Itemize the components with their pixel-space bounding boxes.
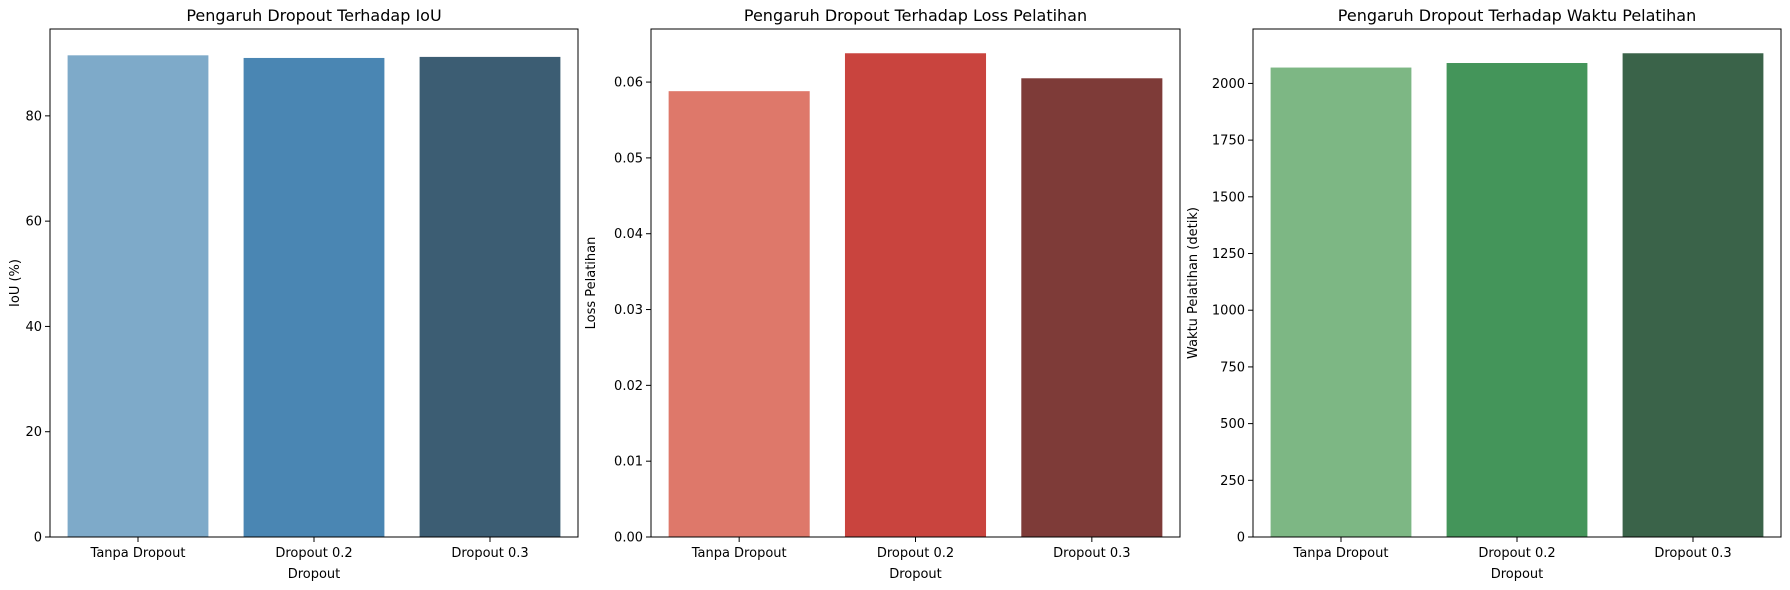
x-tick-label: Tanpa Dropout (90, 546, 186, 561)
chart-panel-3: 0 250 500 750 1000 1250 1500 1750 2000 Tanpa Drop… (1186, 6, 1782, 582)
x-tick-label: Dropout 0.2 (877, 546, 954, 561)
y-axis-label: Waktu Pelatihan (detik) (1186, 207, 1201, 359)
x-tick-label: Dropout 0.3 (1053, 546, 1130, 561)
x-axis-label: Dropout (1491, 567, 1544, 582)
y-axis-label: IoU (%) (8, 259, 23, 307)
y-tick-label: 40 (25, 320, 42, 335)
bar-3 (419, 56, 561, 538)
bar-2 (1446, 63, 1588, 538)
x-tick-label: Dropout 0.3 (451, 546, 528, 561)
chart-title: Pengaruh Dropout Terhadap IoU (186, 6, 441, 25)
y-tick-label: 1000 (1212, 304, 1245, 319)
y-tick-label: 1750 (1212, 134, 1245, 149)
bar-3 (1622, 53, 1764, 537)
y-tick-label: 1500 (1212, 190, 1245, 205)
y-tick-label: 60 (25, 215, 42, 230)
bar-3 (1021, 78, 1163, 538)
bar-1 (67, 55, 209, 538)
chart-title: Pengaruh Dropout Terhadap Waktu Pelatiha… (1338, 6, 1696, 25)
y-tick-label: 1250 (1212, 247, 1245, 262)
y-tick-label: 0 (34, 531, 42, 546)
x-axis-label: Dropout (889, 567, 942, 582)
y-tick-label: 0.04 (614, 227, 643, 242)
y-tick-label: 0 (1237, 531, 1245, 546)
x-tick-label: Dropout 0.2 (1478, 546, 1555, 561)
y-tick-label: 750 (1220, 360, 1245, 375)
y-tick-label: 0.06 (614, 76, 643, 91)
x-axis-label: Dropout (288, 567, 341, 582)
y-tick-label: 0.03 (614, 303, 643, 318)
y-tick-label: 250 (1220, 474, 1245, 489)
bar-2 (243, 57, 385, 537)
y-axis-label: Loss Pelatihan (584, 237, 599, 330)
y-tick-label: 500 (1220, 417, 1245, 432)
y-tick-label: 2000 (1212, 77, 1245, 92)
x-tick-label: Dropout 0.3 (1654, 546, 1731, 561)
y-tick-label: 20 (25, 425, 42, 440)
y-tick-label: 0.05 (614, 151, 643, 166)
x-tick-label: Tanpa Dropout (1293, 546, 1389, 561)
y-tick-label: 0.00 (614, 531, 643, 546)
y-tick-label: 0.01 (614, 455, 643, 470)
y-tick-label: 0.02 (614, 379, 643, 394)
chart-panel-2: 0.00 0.01 0.02 0.03 0.04 0.05 0.06 Tanpa Dropou… (584, 6, 1181, 582)
chart-panel-1: 0 20 40 60 80 Tanpa Dropout Dropout 0.2 Dropout… (8, 6, 579, 582)
bar-1 (668, 91, 810, 538)
bar-2 (844, 53, 987, 537)
bar-1 (1270, 67, 1412, 537)
chart-title: Pengaruh Dropout Terhadap Loss Pelatihan (744, 6, 1087, 25)
x-tick-label: Tanpa Dropout (691, 546, 787, 561)
x-tick-label: Dropout 0.2 (275, 546, 352, 561)
y-tick-label: 80 (25, 109, 42, 124)
